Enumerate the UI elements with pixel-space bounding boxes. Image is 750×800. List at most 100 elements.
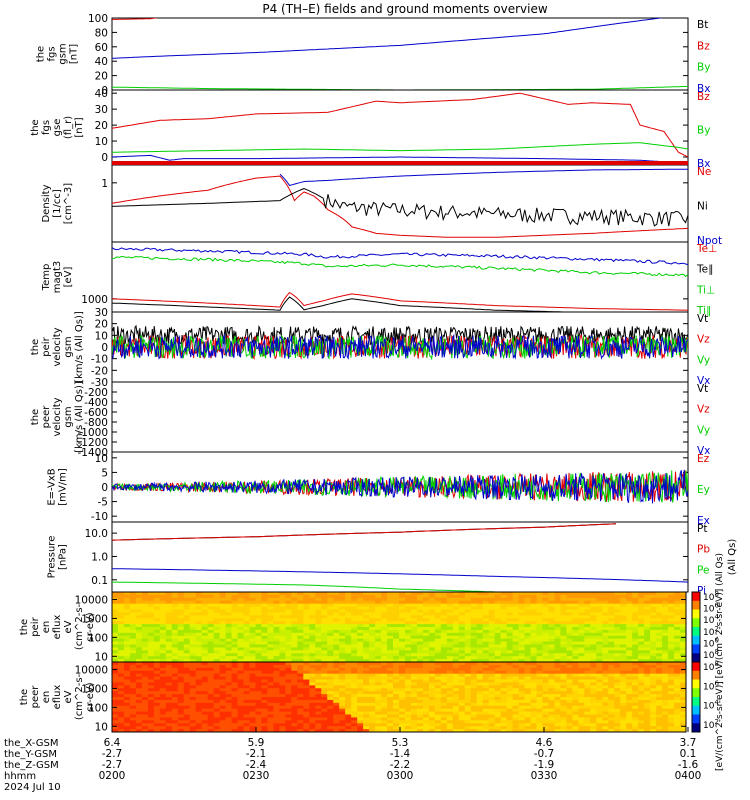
heatmap-cell [470, 662, 478, 666]
heatmap-cell [225, 685, 233, 689]
heatmap-cell [494, 656, 502, 660]
heatmap-cell [488, 726, 496, 730]
heatmap-cell [195, 708, 203, 713]
heatmap-cell [434, 594, 442, 599]
heatmap-cell [112, 720, 119, 724]
heatmap-cell [183, 691, 191, 695]
heatmap-cell [112, 592, 119, 596]
heatmap-cell [680, 697, 686, 701]
heatmap-cell [117, 621, 125, 625]
heatmap-cell [309, 632, 316, 637]
heatmap-cell [662, 659, 669, 662]
heatmap-cell [446, 691, 454, 695]
heatmap-cell [267, 659, 274, 662]
heatmap-cell [566, 647, 573, 651]
heatmap-cell [207, 720, 215, 724]
heatmap-cell [530, 594, 538, 599]
heatmap-cell [500, 650, 508, 654]
heatmap-cell [255, 664, 262, 669]
heatmap-cell [363, 717, 370, 721]
heatmap-cell [297, 673, 304, 678]
heatmap-cell [213, 667, 221, 672]
heatmap-cell [375, 615, 382, 619]
heatmap-cell [165, 664, 173, 669]
heatmap-cell [620, 662, 627, 666]
heatmap-cell [668, 627, 675, 631]
heatmap-cell [578, 632, 585, 637]
heatmap-cell [303, 609, 310, 613]
heatmap-cell [578, 650, 585, 654]
heatmap-cell [674, 659, 681, 662]
heatmap-cell [410, 592, 418, 596]
heatmap-cell [464, 635, 472, 640]
heatmap-cell [309, 682, 316, 686]
heatmap-cell [464, 606, 472, 610]
heatmap-cell [261, 691, 268, 695]
heatmap-cell [315, 621, 322, 625]
heatmap-cell [542, 670, 549, 675]
heatmap-cell [363, 603, 370, 608]
heatmap-cell [375, 702, 382, 707]
heatmap-cell [452, 702, 460, 707]
heatmap-cell [494, 702, 502, 707]
heatmap-cell [267, 711, 274, 715]
heatmap-cell [524, 702, 532, 707]
heatmap-cell [446, 694, 454, 698]
heatmap-cell [410, 615, 418, 619]
heatmap-cell [632, 656, 639, 660]
y-axis-label: Pressure [47, 536, 58, 579]
heatmap-cell [494, 664, 502, 669]
heatmap-cell [387, 624, 394, 628]
heatmap-cell [321, 600, 328, 605]
heatmap-cell [626, 635, 633, 640]
heatmap-cell [458, 647, 466, 651]
heatmap-cell [512, 702, 520, 707]
heatmap-cell [339, 629, 346, 634]
heatmap-cell [434, 600, 442, 605]
heatmap-cell [632, 629, 639, 634]
heatmap-cell [656, 664, 663, 669]
heatmap-cell [201, 662, 209, 666]
heatmap-cell [650, 694, 657, 698]
heatmap-cell [147, 711, 155, 715]
heatmap-cell [542, 594, 549, 599]
heatmap-cell [333, 717, 340, 721]
heatmap-cell [231, 612, 239, 616]
heatmap-cell [327, 673, 334, 678]
legend-entry: Vz [697, 404, 710, 416]
heatmap-cell [608, 632, 615, 637]
heatmap-cell [668, 606, 675, 610]
heatmap-cell [644, 682, 651, 686]
heatmap-cell [668, 653, 675, 657]
heatmap-cell [470, 667, 478, 672]
heatmap-cell [500, 673, 508, 678]
heatmap-cell [494, 647, 502, 651]
heatmap-cell [255, 624, 262, 628]
heatmap-cell [189, 603, 197, 608]
heatmap-cell [458, 644, 466, 648]
heatmap-cell [333, 708, 340, 713]
heatmap-cell [584, 697, 591, 701]
heatmap-cell [668, 600, 675, 605]
heatmap-cell [159, 597, 167, 602]
heatmap-cell [249, 653, 256, 657]
heatmap-cell [530, 615, 538, 619]
heatmap-cell [530, 656, 538, 660]
heatmap-cell [363, 673, 370, 678]
heatmap-cell [476, 670, 484, 675]
heatmap-cell [530, 647, 538, 651]
heatmap-cell [141, 702, 149, 707]
heatmap-cell [518, 650, 526, 654]
heatmap-cell [297, 618, 304, 622]
heatmap-cell [183, 667, 191, 672]
heatmap-cell [650, 618, 657, 622]
heatmap-cell [608, 714, 615, 718]
heatmap-cell [261, 659, 268, 662]
heatmap-cell [596, 717, 603, 721]
heatmap-cell [494, 685, 502, 689]
legend-entry: Bx [697, 83, 710, 95]
heatmap-cell [267, 594, 274, 599]
heatmap-cell [117, 618, 125, 622]
heatmap-cell [291, 641, 298, 645]
heatmap-cell [416, 653, 424, 657]
